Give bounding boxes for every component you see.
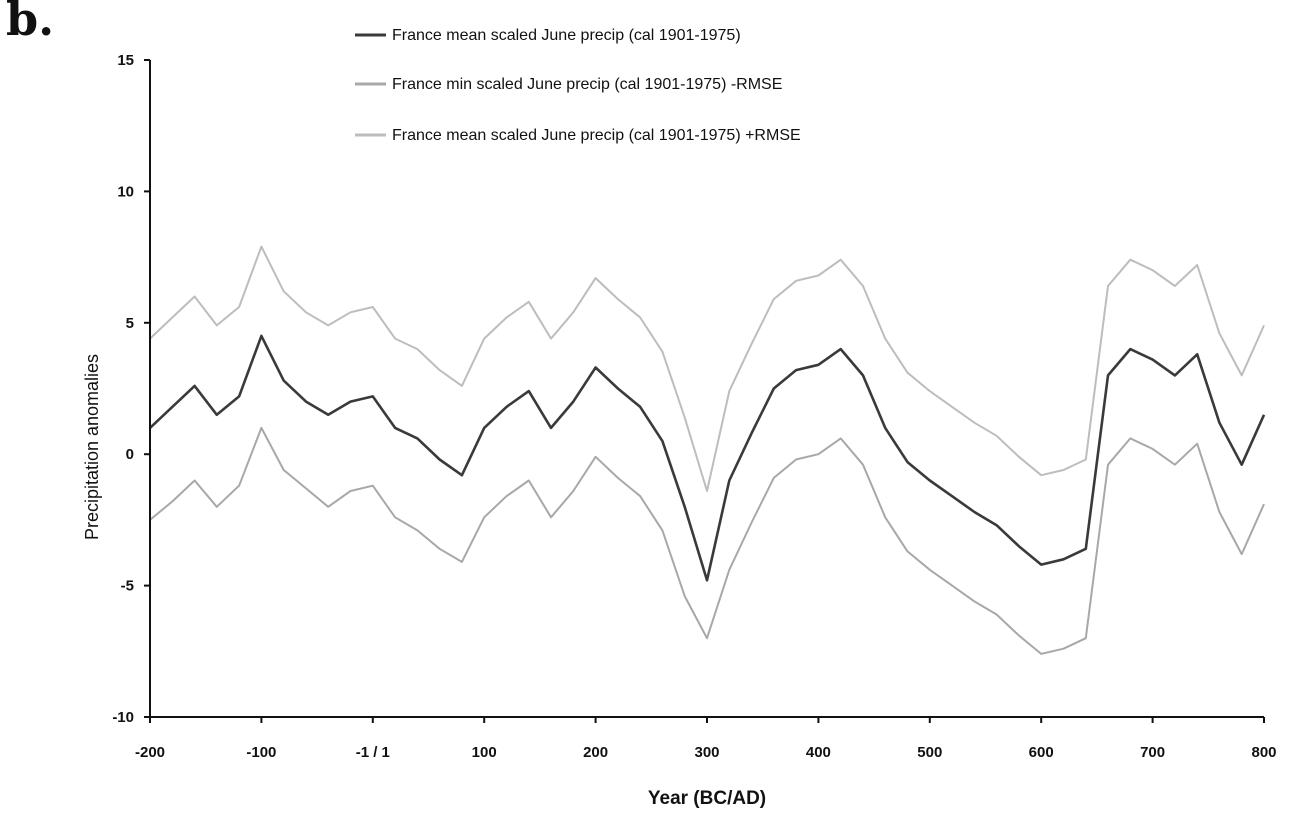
series-line-1 <box>149 334 1266 582</box>
y-tick-label: 0 <box>126 446 134 463</box>
x-tick-label: 700 <box>1140 744 1165 761</box>
x-tick-label: 100 <box>472 744 497 761</box>
y-axis-title: Precipitation anomalies <box>82 354 102 540</box>
x-tick-label: 300 <box>694 744 719 761</box>
chart-legend: France mean scaled June precip (cal 1901… <box>355 27 801 144</box>
series-layer <box>149 245 1266 655</box>
x-tick-label: -200 <box>135 744 165 761</box>
legend-entry-label: France mean scaled June precip (cal 1901… <box>392 127 801 144</box>
y-tick-label: -10 <box>112 709 134 726</box>
y-tick-label: -5 <box>121 578 134 595</box>
x-tick-label: -1 / 1 <box>356 744 390 761</box>
y-tick-label: 5 <box>126 315 134 332</box>
x-tick-label: -100 <box>246 744 276 761</box>
panel-label: b. <box>6 0 55 46</box>
chart-axes: 15 10 5 0 -5 -10 -200 -100 -1 / 1 100 200 300 400 500… <box>112 52 1276 761</box>
x-tick-label: 200 <box>583 744 608 761</box>
x-tick-label: 600 <box>1029 744 1054 761</box>
y-tick-label: 15 <box>117 52 134 69</box>
x-tick-label: 800 <box>1251 744 1276 761</box>
series-line-2 <box>149 426 1265 655</box>
legend-entry-label: France mean scaled June precip (cal 1901… <box>392 27 741 44</box>
y-tick-label: 10 <box>117 183 134 200</box>
x-tick-label: 400 <box>806 744 831 761</box>
legend-entry-label: France min scaled June precip (cal 1901-… <box>392 76 782 93</box>
series-line-3 <box>149 245 1265 492</box>
x-axis-title: Year (BC/AD) <box>648 788 766 809</box>
x-tick-label: 500 <box>917 744 942 761</box>
